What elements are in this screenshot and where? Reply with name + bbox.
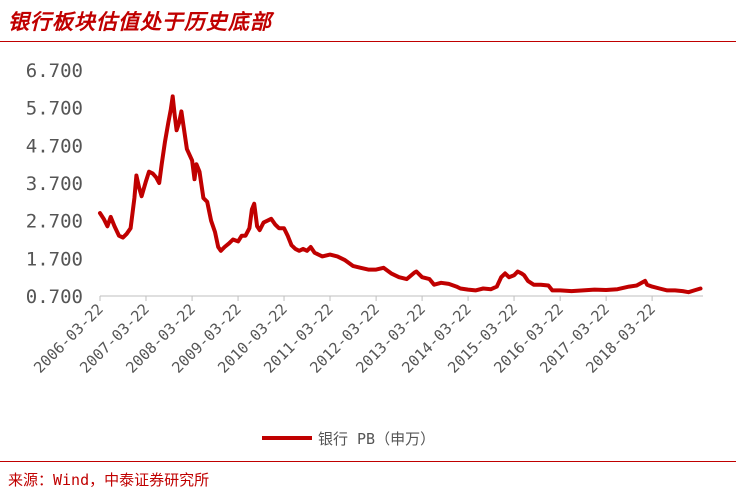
chart-title: 银行板块估值处于历史底部 (8, 9, 272, 34)
y-tick-label: 5.700 (26, 98, 83, 120)
y-tick-label: 6.700 (26, 60, 83, 82)
pb-line-chart: 0.700 1.700 2.700 3.700 4.700 5.700 6.700 2006… (26, 60, 703, 448)
series-line-bank-pb (98, 94, 703, 295)
legend: 银行 PB（申万） (262, 430, 435, 448)
source-divider (0, 461, 736, 462)
x-axis-ticks: 2006-03-222007-03-222008-03-222009-03-22… (30, 296, 659, 377)
title-divider (0, 41, 736, 42)
y-tick-label: 1.700 (26, 248, 83, 270)
y-axis-ticks: 0.700 1.700 2.700 3.700 4.700 5.700 6.700 (26, 60, 83, 308)
y-tick-label: 2.700 (26, 211, 83, 233)
legend-label: 银行 PB（申万） (318, 430, 435, 448)
source-note: 来源：Wind，中泰证券研究所 (8, 471, 210, 489)
y-tick-label: 3.700 (26, 173, 83, 195)
y-tick-label: 4.700 (26, 135, 83, 157)
y-tick-label: 0.700 (26, 286, 83, 308)
